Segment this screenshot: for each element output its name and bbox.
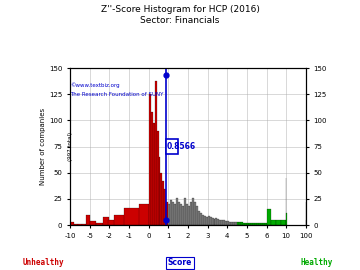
Bar bbox=[157, 131, 158, 225]
Y-axis label: Number of companies: Number of companies bbox=[40, 108, 46, 185]
Bar bbox=[259, 223, 261, 225]
Bar bbox=[82, 224, 86, 225]
Bar bbox=[213, 219, 216, 225]
Text: (997 total): (997 total) bbox=[68, 132, 73, 161]
Text: Score: Score bbox=[168, 258, 192, 267]
Bar bbox=[96, 223, 103, 225]
Bar bbox=[162, 181, 165, 225]
Bar bbox=[86, 215, 90, 225]
Bar bbox=[198, 211, 200, 225]
Bar bbox=[194, 202, 196, 225]
Bar bbox=[247, 223, 249, 225]
Bar bbox=[271, 220, 276, 225]
Bar bbox=[263, 223, 265, 225]
Text: Z''-Score Histogram for HCP (2016)
Sector: Financials: Z''-Score Histogram for HCP (2016) Secto… bbox=[100, 5, 260, 25]
Bar bbox=[158, 157, 161, 225]
Bar bbox=[139, 204, 149, 225]
FancyBboxPatch shape bbox=[166, 139, 178, 154]
Bar bbox=[227, 221, 229, 225]
Bar bbox=[124, 208, 144, 225]
Bar bbox=[266, 210, 271, 225]
Bar bbox=[212, 218, 213, 225]
Bar bbox=[276, 220, 281, 225]
Bar bbox=[221, 220, 223, 225]
Bar bbox=[151, 112, 153, 225]
Bar bbox=[206, 217, 208, 225]
Bar bbox=[108, 220, 124, 225]
Bar bbox=[261, 223, 263, 225]
Text: ©www.textbiz.org: ©www.textbiz.org bbox=[70, 83, 120, 88]
Bar bbox=[161, 173, 162, 225]
Bar bbox=[217, 219, 220, 225]
Text: Healthy: Healthy bbox=[301, 258, 333, 267]
Bar bbox=[231, 222, 233, 225]
Bar bbox=[281, 220, 286, 225]
Bar bbox=[90, 221, 96, 225]
Bar bbox=[182, 206, 184, 225]
Bar bbox=[225, 221, 227, 225]
Bar bbox=[168, 204, 170, 225]
Text: Unhealthy: Unhealthy bbox=[22, 258, 64, 267]
Bar bbox=[149, 94, 151, 225]
Bar bbox=[180, 204, 182, 225]
Bar bbox=[251, 223, 253, 225]
Bar bbox=[235, 222, 237, 225]
Bar bbox=[153, 123, 154, 225]
Bar bbox=[239, 222, 241, 225]
Bar bbox=[202, 215, 204, 225]
Bar bbox=[233, 222, 235, 225]
Bar bbox=[210, 217, 212, 225]
Bar bbox=[255, 223, 257, 225]
Bar bbox=[216, 218, 217, 225]
Bar bbox=[178, 202, 180, 225]
Text: 0.8566: 0.8566 bbox=[167, 142, 195, 151]
Bar bbox=[188, 206, 190, 225]
Text: The Research Foundation of SUNY: The Research Foundation of SUNY bbox=[70, 92, 163, 97]
Bar bbox=[220, 220, 221, 225]
Bar bbox=[176, 198, 178, 225]
Bar bbox=[70, 222, 74, 225]
Bar bbox=[78, 224, 82, 225]
Bar bbox=[229, 222, 231, 225]
Bar bbox=[204, 216, 206, 225]
Bar bbox=[114, 215, 134, 225]
Bar bbox=[154, 81, 157, 225]
Bar bbox=[172, 202, 174, 225]
Bar bbox=[174, 204, 176, 225]
Bar bbox=[265, 223, 266, 225]
Bar bbox=[241, 222, 243, 225]
Bar bbox=[253, 223, 255, 225]
Bar bbox=[170, 200, 172, 225]
Bar bbox=[208, 216, 210, 225]
Bar bbox=[186, 204, 188, 225]
Bar bbox=[237, 222, 239, 225]
Bar bbox=[184, 198, 186, 225]
Bar bbox=[196, 206, 198, 225]
Bar bbox=[103, 217, 109, 225]
Bar bbox=[245, 223, 247, 225]
Bar bbox=[166, 202, 168, 225]
Bar bbox=[243, 223, 245, 225]
Bar bbox=[223, 220, 225, 225]
Bar bbox=[165, 188, 166, 225]
Bar bbox=[190, 202, 192, 225]
Bar bbox=[200, 212, 202, 225]
Bar bbox=[257, 223, 259, 225]
Bar bbox=[249, 223, 251, 225]
Bar bbox=[192, 198, 194, 225]
Bar bbox=[74, 224, 78, 225]
